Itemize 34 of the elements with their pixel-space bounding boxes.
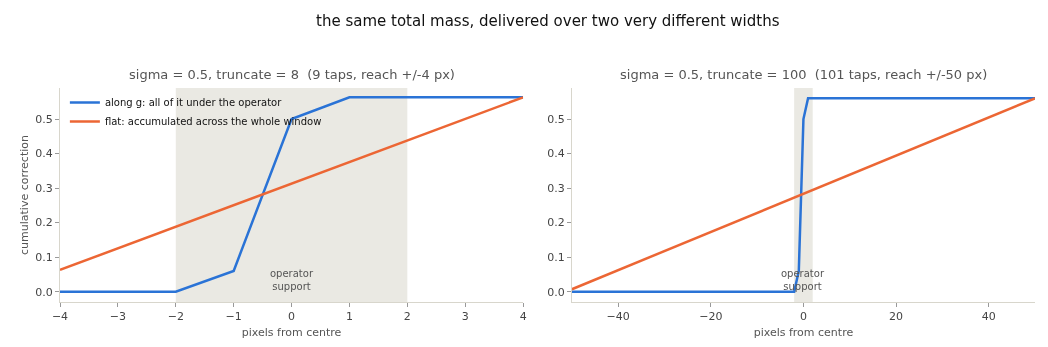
x-tick-label: −4 <box>51 310 69 324</box>
y-tick-label: 0.4 <box>35 147 53 161</box>
x-tick-label: 1 <box>345 310 353 324</box>
text: the same total mass, delivered over two very different widths <box>316 12 780 30</box>
y-tick-label: 0.3 <box>35 181 53 195</box>
x-tick-label: 40 <box>981 310 996 324</box>
y-tick-label: 0.3 <box>547 181 565 195</box>
x-tick-label: 3 <box>461 310 469 324</box>
x-tick-label: −20 <box>699 310 723 324</box>
x-tick-label: −40 <box>606 310 630 324</box>
y-tick-label: 0.2 <box>547 216 565 230</box>
y-tick-label: 0.5 <box>35 112 53 126</box>
y-tick-label: 0.0 <box>547 285 565 299</box>
y-axis-title: cumulative correction <box>17 135 31 255</box>
band-label: operator support <box>270 268 314 292</box>
x-axis-title: pixels from centre <box>241 326 342 340</box>
y-tick-label: 0.5 <box>547 112 565 126</box>
x-tick-label: −3 <box>109 310 126 324</box>
x-tick-label: −2 <box>167 310 184 324</box>
x-tick-label: 20 <box>889 310 904 324</box>
y-tick-label: 0.4 <box>547 147 565 161</box>
x-axis-title: pixels from centre <box>753 326 854 340</box>
x-tick-label: 4 <box>519 310 527 324</box>
x-tick-label: 0 <box>799 310 807 324</box>
y-tick-label: 0.1 <box>547 250 565 264</box>
x-tick-label: 2 <box>403 310 411 324</box>
chart-title: sigma = 0.5, truncate = 100 (101 taps, reach +/-50 px) <box>620 67 988 82</box>
y-tick-label: 0.1 <box>35 250 53 264</box>
y-tick-label: 0.0 <box>35 285 53 299</box>
chart-title: sigma = 0.5, truncate = 8 (9 taps, reach +/-4 px) <box>129 67 455 82</box>
x-tick-label: −1 <box>225 310 242 324</box>
legend-label: along g: all of it under the operator <box>104 97 283 109</box>
x-tick-label: 0 <box>288 310 296 324</box>
y-tick-label: 0.2 <box>35 216 53 230</box>
